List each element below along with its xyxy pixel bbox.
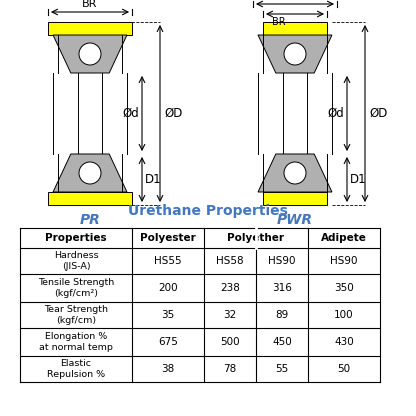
Text: Urethane Properties: Urethane Properties <box>128 204 288 218</box>
Circle shape <box>284 43 306 65</box>
Text: B: B <box>291 0 299 1</box>
Text: 316: 316 <box>272 283 292 293</box>
Bar <box>263 22 327 35</box>
Circle shape <box>284 162 306 184</box>
Text: Properties: Properties <box>45 233 107 243</box>
Text: Ød: Ød <box>327 107 344 120</box>
Text: HS90: HS90 <box>330 256 358 266</box>
Text: 430: 430 <box>334 337 354 347</box>
Text: Polyether: Polyether <box>228 233 285 243</box>
Text: ØD: ØD <box>369 107 387 120</box>
Text: 450: 450 <box>272 337 292 347</box>
Text: 200: 200 <box>158 283 178 293</box>
Text: Hardness
(JIS-A): Hardness (JIS-A) <box>54 251 98 271</box>
Text: BR: BR <box>82 0 98 9</box>
Text: Elongation %
at normal temp: Elongation % at normal temp <box>39 332 113 352</box>
Text: 32: 32 <box>223 310 237 320</box>
Text: D1: D1 <box>350 173 366 186</box>
Text: BR: BR <box>272 17 286 27</box>
Text: HS90: HS90 <box>268 256 296 266</box>
Circle shape <box>79 162 101 184</box>
Bar <box>48 22 132 35</box>
Polygon shape <box>258 154 332 192</box>
Bar <box>263 192 327 205</box>
Text: Elastic
Repulsion %: Elastic Repulsion % <box>47 359 105 379</box>
Polygon shape <box>53 35 127 73</box>
Text: Adipete: Adipete <box>321 233 367 243</box>
Text: HS58: HS58 <box>216 256 244 266</box>
Text: D1: D1 <box>145 173 162 186</box>
Text: Tear Strength
(kgf/cm): Tear Strength (kgf/cm) <box>44 305 108 325</box>
Text: 238: 238 <box>220 283 240 293</box>
Text: Tensile Strength
(kgf/cm²): Tensile Strength (kgf/cm²) <box>38 278 114 298</box>
Text: 100: 100 <box>334 310 354 320</box>
Text: 50: 50 <box>337 364 351 374</box>
Text: HS55: HS55 <box>154 256 182 266</box>
Circle shape <box>79 43 101 65</box>
Text: Polyester: Polyester <box>140 233 196 243</box>
Text: 89: 89 <box>275 310 289 320</box>
Text: Ød: Ød <box>122 107 139 120</box>
Text: 350: 350 <box>334 283 354 293</box>
Bar <box>48 192 132 205</box>
Polygon shape <box>258 35 332 73</box>
Text: PR: PR <box>79 213 100 227</box>
Text: PWR: PWR <box>277 213 313 227</box>
Text: 675: 675 <box>158 337 178 347</box>
Text: 38: 38 <box>161 364 175 374</box>
Text: 500: 500 <box>220 337 240 347</box>
Text: 78: 78 <box>223 364 237 374</box>
Text: 55: 55 <box>275 364 289 374</box>
Text: ØD: ØD <box>164 107 182 120</box>
Text: 35: 35 <box>161 310 175 320</box>
Polygon shape <box>53 154 127 192</box>
